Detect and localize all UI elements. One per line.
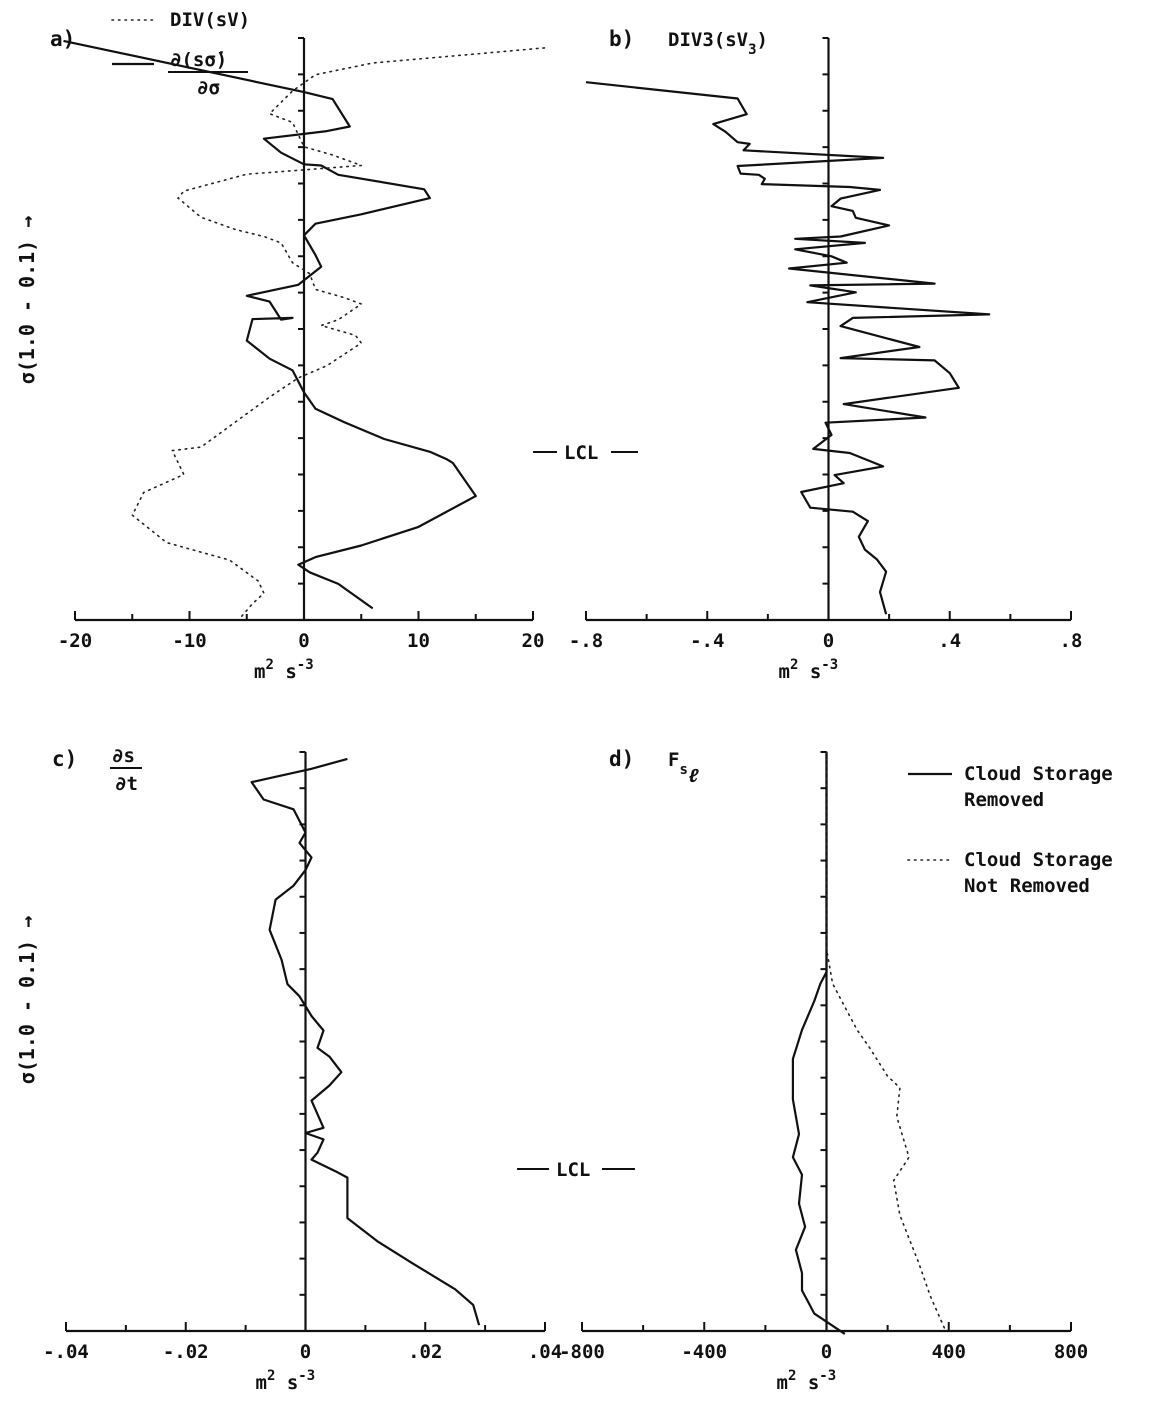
legend-item-a-1: ∂(sσ̇) ∂σ [112, 49, 248, 99]
legend-item-d-0: Fsℓ [668, 749, 699, 787]
x-tick-label-c-0: -.04 [43, 1341, 89, 1363]
x-tick-label-b-2: 0 [823, 630, 834, 652]
lcl-label-top: LCL [564, 442, 598, 464]
series-d-0-solid [791, 752, 846, 1335]
legend-item-b-0: DIV3(sV3) [668, 29, 768, 58]
key-text-0-1: Removed [964, 789, 1044, 811]
legend-numerator-a: ∂(sσ̇) [170, 49, 227, 71]
series-b-0-solid [585, 81, 991, 615]
key-text-1-1: Not Removed [964, 875, 1090, 897]
legend-item-c-0: ∂s ∂t [110, 745, 142, 795]
panel-label-d: d) [609, 747, 634, 771]
series-d-1-dashed [825, 751, 947, 1332]
panel-label-c: c) [52, 747, 77, 771]
x-tick-label-a-4: 20 [522, 630, 545, 652]
legend-text-a-0: DIV(sV) [170, 9, 250, 31]
x-tick-label-c-2: 0 [300, 1341, 311, 1363]
panel-label-b: b) [609, 27, 634, 51]
legend-numerator-c: ∂s [112, 745, 135, 767]
panel-d: -800 -400 0 400 800 m2 s-3 d) Fsℓ Cloud Storage R… [559, 747, 1113, 1394]
x-tick-label-b-3: .4 [938, 630, 961, 652]
series-c-0-solid [250, 757, 481, 1326]
panel-a: -20 -10 0 10 20 m2 s-3 a) DIV(sV) ∂(sσ̇) ∂σ [50, 9, 546, 683]
key-item-1: Cloud Storage Not Removed [907, 849, 1113, 897]
x-unit-label-c: m2 s-3 [256, 1368, 316, 1394]
x-tick-label-a-2: 0 [298, 630, 309, 652]
y-axis-label-top: σ(1.0 - 0.1) → [15, 216, 39, 385]
legend-text-b-0: DIV3(sV3) [668, 29, 768, 58]
legend-text-d-0: Fsℓ [668, 749, 699, 787]
x-tick-label-a-3: 10 [407, 630, 430, 652]
key-text-1-0: Cloud Storage [964, 849, 1113, 871]
x-tick-label-d-2: 0 [821, 1341, 832, 1363]
legend-denominator-c: ∂t [115, 773, 138, 795]
lcl-label-bottom: LCL [556, 1159, 590, 1181]
panel-c: -.04 -.02 0 .02 .04 m2 s-3 c) ∂s ∂t [43, 745, 562, 1394]
x-tick-label-d-3: 400 [932, 1341, 966, 1363]
series-a-1-dashed [131, 47, 546, 618]
x-tick-label-a-0: -20 [58, 630, 92, 652]
lcl-marker-top: LCL [533, 442, 638, 464]
x-tick-label-a-1: -10 [172, 630, 206, 652]
x-tick-label-c-4: .04 [528, 1341, 562, 1363]
x-tick-label-b-1: -.4 [690, 630, 724, 652]
x-unit-label-b: m2 s-3 [779, 657, 839, 683]
x-unit-label-a: m2 s-3 [254, 657, 314, 683]
key-text-0-0: Cloud Storage [964, 763, 1113, 785]
panel-label-a: a) [50, 27, 75, 51]
legend-item-a-0: DIV(sV) [111, 9, 250, 31]
x-tick-label-d-1: -400 [681, 1341, 727, 1363]
lcl-marker-bottom: LCL [517, 1159, 635, 1181]
panel-b: -.8 -.4 0 .4 .8 m2 s-3 b) DIV3(sV3) [569, 27, 1083, 683]
x-tick-label-d-0: -800 [559, 1341, 605, 1363]
x-tick-label-c-3: .02 [408, 1341, 442, 1363]
key-item-0: Cloud Storage Removed [908, 763, 1113, 811]
x-tick-label-d-4: 800 [1054, 1341, 1088, 1363]
x-tick-label-b-0: -.8 [569, 630, 603, 652]
y-axis-label-bottom: σ(1.0 - 0.1) → [15, 916, 39, 1085]
x-tick-label-c-1: -.02 [163, 1341, 209, 1363]
legend-denominator-a: ∂σ [197, 77, 220, 99]
series-a-0-solid [63, 39, 477, 610]
x-unit-label-d: m2 s-3 [777, 1368, 837, 1394]
x-tick-label-b-4: .8 [1060, 630, 1083, 652]
